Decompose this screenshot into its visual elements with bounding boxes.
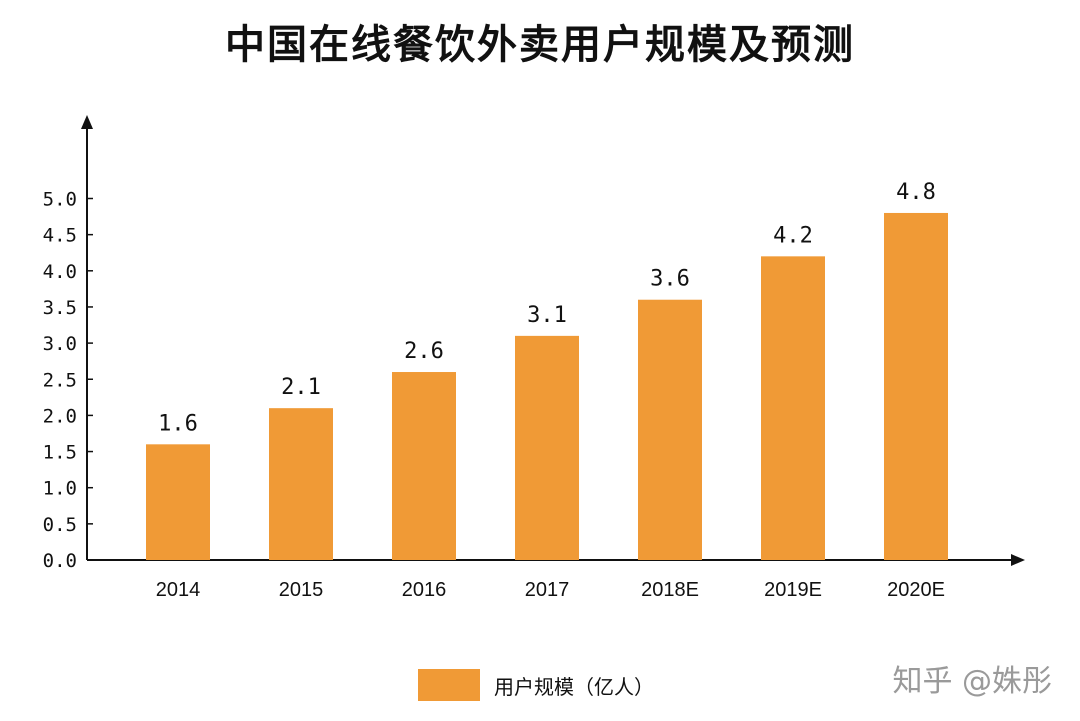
- y-tick-label: 0.5: [43, 514, 77, 536]
- data-label: 2.6: [404, 339, 444, 364]
- data-label: 4.2: [773, 223, 813, 248]
- x-axis-arrow: [1011, 554, 1025, 566]
- bar: [146, 444, 210, 560]
- y-tick-label: 3.5: [43, 297, 77, 319]
- data-label: 3.6: [650, 267, 690, 292]
- watermark: 知乎 @姝彤: [892, 664, 1052, 699]
- bar: [269, 408, 333, 560]
- data-label: 2.1: [281, 375, 321, 400]
- bar: [761, 256, 825, 560]
- bar: [884, 212, 948, 560]
- x-tick-label: 2014: [156, 579, 201, 601]
- x-tick-label: 2017: [525, 579, 570, 601]
- y-tick-label: 5.0: [43, 189, 77, 211]
- y-tick-label: 1.0: [43, 478, 77, 500]
- bar: [638, 299, 702, 560]
- y-tick-label: 2.0: [43, 405, 77, 427]
- y-tick-label: 3.0: [43, 333, 77, 355]
- y-tick-label: 0.0: [43, 550, 77, 572]
- x-tick-label: 2019E: [764, 579, 822, 601]
- x-tick-label: 2016: [402, 579, 447, 601]
- plot-area: 0.0 0.5 1.0 1.5 2.0 2.5 3.0 3.5 4.0 4.5 5.0 1.6 2014…: [43, 115, 1025, 701]
- chart-title: 中国在线餐饮外卖用户规模及预测: [225, 22, 855, 68]
- bar: [515, 335, 579, 560]
- y-axis-arrow: [81, 115, 93, 129]
- x-tick-label: 2020E: [887, 579, 945, 601]
- y-tick-label: 4.0: [43, 261, 77, 283]
- y-tick-label: 4.5: [43, 225, 77, 247]
- bar: [392, 372, 456, 560]
- data-label: 4.8: [896, 180, 936, 205]
- legend-swatch: [418, 669, 480, 701]
- y-tick-label: 1.5: [43, 442, 77, 464]
- x-tick-label: 2018E: [641, 579, 699, 601]
- legend-label: 用户规模（亿人）: [494, 675, 654, 699]
- data-label: 3.1: [527, 303, 567, 328]
- x-tick-label: 2015: [279, 579, 324, 601]
- y-tick-label: 2.5: [43, 369, 77, 391]
- data-label: 1.6: [158, 411, 198, 436]
